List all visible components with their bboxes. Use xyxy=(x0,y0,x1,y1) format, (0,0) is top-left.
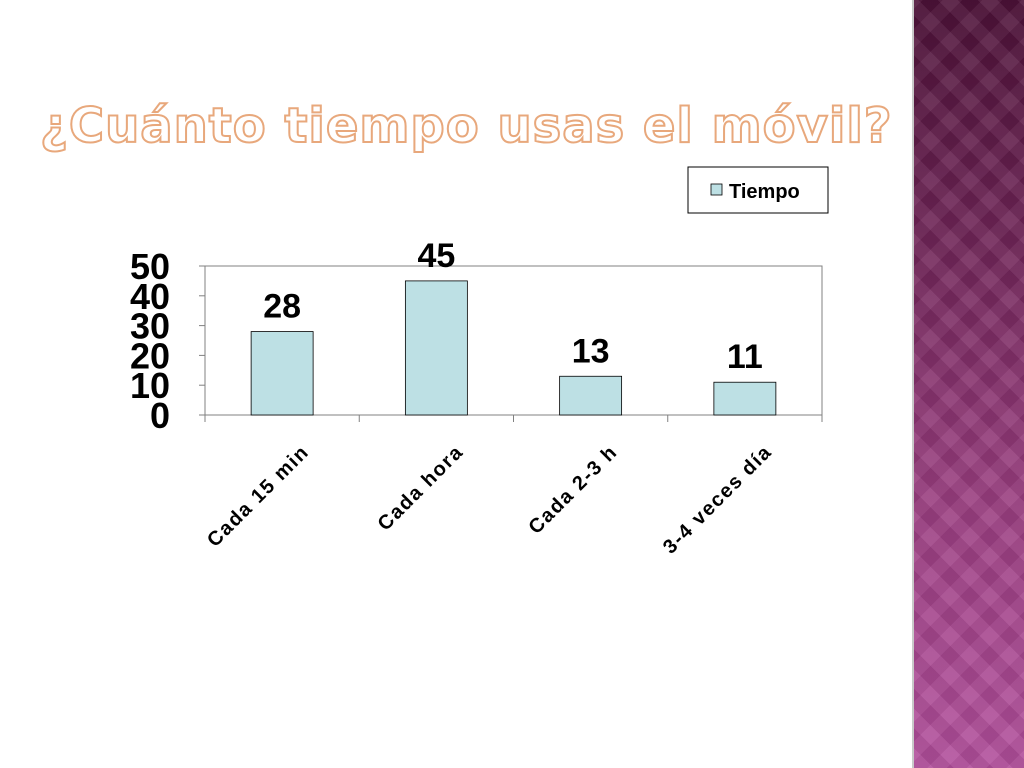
legend-box xyxy=(687,166,829,214)
x-tick-label: 3-4 veces día xyxy=(659,441,776,558)
y-tick-label: 0 xyxy=(150,395,170,436)
y-tick-label: 20 xyxy=(130,335,170,376)
data-label: 11 xyxy=(727,338,763,376)
x-tick-label: Cada hora xyxy=(374,441,468,535)
bar xyxy=(559,375,623,416)
legend-swatch xyxy=(710,183,723,196)
x-tick-label: Cada 2-3 h xyxy=(524,441,622,539)
bar xyxy=(713,381,777,416)
legend-label: Tiempo xyxy=(729,181,800,203)
x-tick-label: Cada 15 min xyxy=(203,441,314,552)
data-label: 13 xyxy=(572,332,610,370)
y-tick-label: 40 xyxy=(130,276,170,317)
y-tick-label: 50 xyxy=(130,246,170,287)
slide-title: ¿Cuánto tiempo usas el móvil? xyxy=(39,97,893,155)
y-tick-label: 10 xyxy=(130,365,170,406)
data-label: 28 xyxy=(263,288,301,326)
bar xyxy=(404,280,468,416)
data-label: 45 xyxy=(417,237,455,275)
bar xyxy=(250,331,314,416)
decorative-side-band xyxy=(912,0,1024,768)
y-tick-label: 30 xyxy=(130,306,170,347)
